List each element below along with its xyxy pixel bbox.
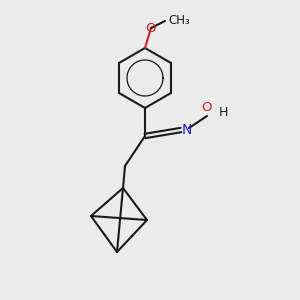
Text: O: O	[146, 22, 156, 34]
Text: N: N	[182, 123, 192, 137]
Text: H: H	[219, 106, 228, 118]
Text: O: O	[202, 101, 212, 114]
Text: CH₃: CH₃	[168, 14, 190, 28]
